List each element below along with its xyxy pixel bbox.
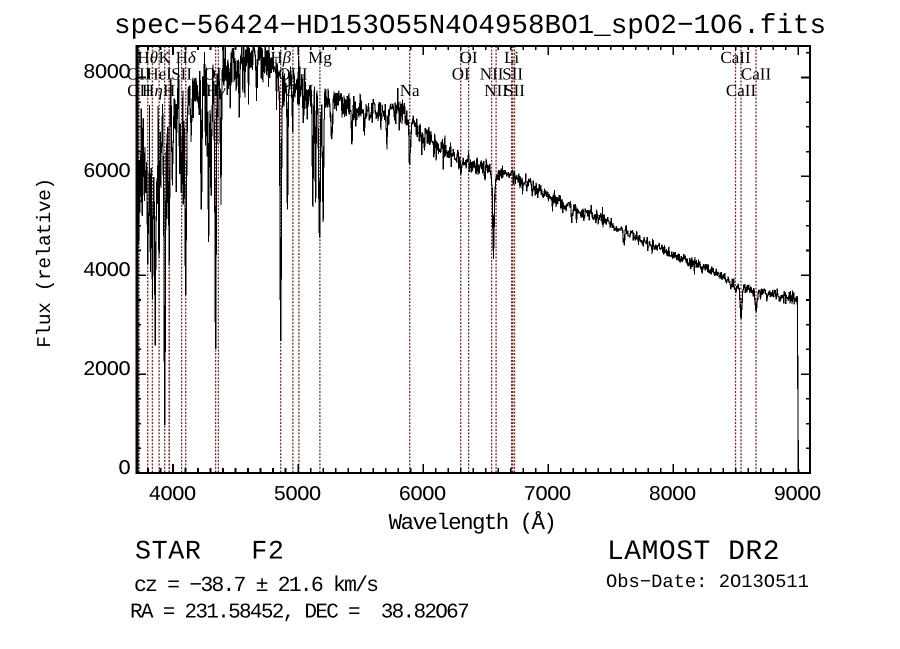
svg-text:RA = 231.58452, DEC = 38.82O6: RA = 231.58452, DEC = 38.82O67 xyxy=(130,602,468,625)
svg-text:9OOO: 9OOO xyxy=(773,484,820,507)
svg-text:spec−56424−HD153O55N4O4958BO1_: spec−56424−HD153O55N4O4958BO1_spO2−1O6.f… xyxy=(114,11,826,42)
svg-text:Hθ: Hθ xyxy=(137,48,158,67)
svg-text:Hβ: Hβ xyxy=(270,48,291,67)
svg-text:CaII: CaII xyxy=(720,48,751,67)
svg-text:O: O xyxy=(118,458,130,481)
svg-text:STAR F2: STAR F2 xyxy=(135,538,285,568)
svg-text:8OOO: 8OOO xyxy=(83,62,130,85)
svg-text:CaII: CaII xyxy=(726,81,757,100)
svg-text:5OOO: 5OOO xyxy=(273,484,320,507)
svg-text:OI: OI xyxy=(460,48,478,67)
svg-text:8OOO: 8OOO xyxy=(648,484,695,507)
svg-text:4OOO: 4OOO xyxy=(148,484,195,507)
svg-text:NII: NII xyxy=(480,65,504,84)
svg-text:2OOO: 2OOO xyxy=(83,359,130,382)
svg-text:NII: NII xyxy=(484,81,508,100)
svg-text:OII: OII xyxy=(127,65,151,84)
svg-text:OIII: OIII xyxy=(204,65,234,84)
svg-text:SII: SII xyxy=(171,65,192,84)
svg-text:SII: SII xyxy=(504,81,525,100)
svg-text:Flux (relative): Flux (relative) xyxy=(34,178,56,348)
svg-text:Li: Li xyxy=(504,48,519,67)
svg-text:Wavelength (Å): Wavelength (Å) xyxy=(389,510,556,536)
svg-text:H: H xyxy=(163,81,175,100)
svg-text:LAMOST DR2: LAMOST DR2 xyxy=(607,537,780,568)
svg-text:SII: SII xyxy=(502,65,523,84)
svg-text:OII: OII xyxy=(127,81,151,100)
svg-text:cz = −38.7 ± 21.6 km/s: cz = −38.7 ± 21.6 km/s xyxy=(134,574,378,598)
svg-text:6OOO: 6OOO xyxy=(398,484,445,507)
svg-text:OI: OI xyxy=(452,65,470,84)
svg-text:Hη: Hη xyxy=(142,81,163,100)
svg-text:Hγ: Hγ xyxy=(206,81,226,100)
svg-text:CaII: CaII xyxy=(741,65,772,84)
svg-text:K: K xyxy=(159,48,172,67)
svg-text:Na: Na xyxy=(400,81,420,100)
svg-text:4OOO: 4OOO xyxy=(83,260,130,283)
svg-text:Obs−Date: 2O13O511: Obs−Date: 2O13O511 xyxy=(606,571,809,593)
svg-text:6OOO: 6OOO xyxy=(83,161,130,184)
svg-text:7OOO: 7OOO xyxy=(523,484,570,507)
svg-text:OIII: OIII xyxy=(284,81,314,100)
svg-text:OIII: OIII xyxy=(278,65,308,84)
svg-text:Mg: Mg xyxy=(308,48,332,67)
svg-text:HeI: HeI xyxy=(146,65,172,84)
svg-text:Hδ: Hδ xyxy=(176,48,197,67)
